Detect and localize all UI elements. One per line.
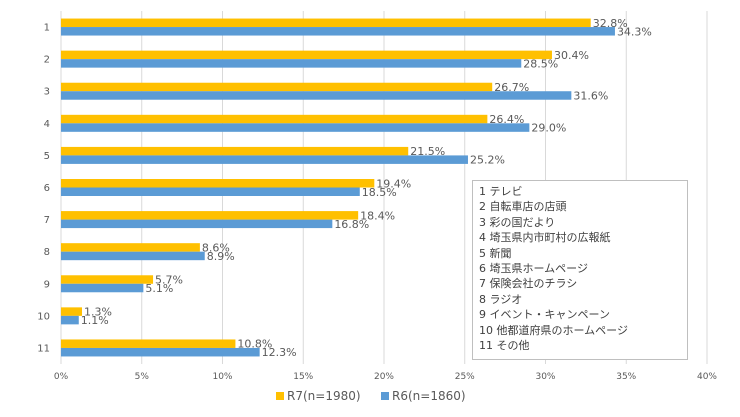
legend-swatch	[381, 392, 389, 400]
category-label: 5	[44, 151, 50, 162]
bar	[61, 91, 572, 100]
note-item: 2 自転車店の店頭	[479, 200, 567, 214]
category-label: 8	[44, 247, 50, 258]
x-tick-label: 20%	[374, 372, 394, 382]
x-tick-label: 40%	[697, 372, 717, 382]
data-label: 34.3%	[617, 25, 652, 38]
note-item: 5 新聞	[479, 246, 512, 260]
bar	[61, 307, 82, 316]
bar	[61, 18, 591, 28]
x-tick-label: 30%	[535, 372, 555, 382]
bar	[61, 251, 205, 261]
data-label: 18.4%	[360, 209, 395, 222]
data-label: 8.9%	[207, 250, 235, 263]
data-label: 10.8%	[237, 338, 272, 351]
bar	[61, 283, 144, 293]
bar	[61, 114, 488, 124]
data-label: 12.3%	[262, 346, 297, 359]
data-label: 28.5%	[523, 57, 558, 70]
category-label: 10	[37, 311, 50, 322]
note-item: 9 イベント・キャンペーン	[479, 308, 610, 322]
data-labels: 32.8%34.3% 30.4%28.5% 26.7% 31.6% 26.4% 29.0%…	[81, 17, 652, 359]
note-item: 6 埼玉県ホームページ	[479, 262, 588, 276]
category-label: 11	[37, 343, 50, 354]
x-tick-label: 0%	[54, 372, 69, 382]
x-tick-label: 10%	[212, 372, 232, 382]
bar	[61, 146, 409, 156]
x-tick-label: 5%	[135, 372, 150, 382]
category-notes-box: 1 テレビ 2 自転車店の店頭 3 彩の国だより 4 埼玉県内市町村の広報紙 5…	[472, 180, 688, 360]
data-label: 5.7%	[155, 274, 183, 287]
category-label: 2	[44, 55, 50, 66]
category-label: 7	[44, 215, 50, 226]
bar	[61, 123, 530, 132]
x-tick-labels: 0% 5% 10% 15% 20% 25% 30% 35% 40%	[54, 372, 718, 382]
category-label: 6	[44, 183, 50, 194]
data-label: 1.3%	[84, 306, 112, 319]
data-label: 5.1%	[145, 282, 173, 295]
bars	[61, 18, 615, 357]
category-label: 4	[44, 119, 50, 130]
legend-label: R6(n=1860)	[392, 389, 466, 403]
bar	[61, 155, 468, 164]
bar	[61, 211, 359, 220]
bar	[61, 243, 200, 252]
note-item: 11 その他	[479, 339, 530, 353]
data-label: 31.6%	[573, 89, 608, 102]
x-tick-label: 35%	[616, 372, 636, 382]
legend: R7(n=1980) R6(n=1860)	[276, 389, 466, 403]
data-label: 29.0%	[531, 122, 566, 135]
data-label: 30.4%	[554, 49, 589, 62]
x-tick-label: 15%	[293, 372, 313, 382]
bar	[61, 219, 333, 229]
x-tick-label: 25%	[455, 372, 475, 382]
bar	[61, 59, 522, 68]
bar	[61, 82, 493, 92]
note-item: 4 埼玉県内市町村の広報紙	[479, 231, 611, 245]
note-item: 7 保険会社のチラシ	[479, 277, 578, 291]
bar	[61, 50, 552, 60]
data-label: 26.7%	[494, 81, 529, 94]
data-label: 19.4%	[376, 177, 411, 190]
data-label: 21.5%	[410, 145, 445, 158]
category-label: 3	[44, 87, 50, 98]
legend-swatch	[276, 392, 284, 400]
note-item: 3 彩の国だより	[479, 215, 556, 229]
legend-label: R7(n=1980)	[287, 389, 361, 403]
data-label: 16.8%	[334, 218, 369, 231]
data-label: 26.4%	[489, 113, 524, 126]
bar	[61, 27, 615, 36]
data-label: 8.6%	[202, 241, 230, 254]
note-item: 1 テレビ	[479, 185, 523, 198]
note-item: 8 ラジオ	[479, 292, 523, 306]
bar	[61, 347, 260, 357]
gridlines	[60, 11, 708, 364]
bar	[61, 187, 360, 196]
category-label: 1	[44, 23, 50, 34]
data-label: 1.1%	[81, 314, 109, 327]
data-label: 18.5%	[362, 186, 397, 199]
category-label: 9	[44, 279, 50, 290]
note-item: 10 他都道府県のホームページ	[479, 323, 628, 337]
bar	[61, 275, 154, 284]
data-label: 32.8%	[593, 17, 628, 30]
data-label: 25.2%	[470, 154, 505, 167]
bar	[61, 339, 236, 348]
bar	[61, 179, 375, 188]
category-labels: 1 2 3 4 5 6 7 8 9 10 11	[37, 23, 50, 355]
bar	[61, 315, 79, 325]
